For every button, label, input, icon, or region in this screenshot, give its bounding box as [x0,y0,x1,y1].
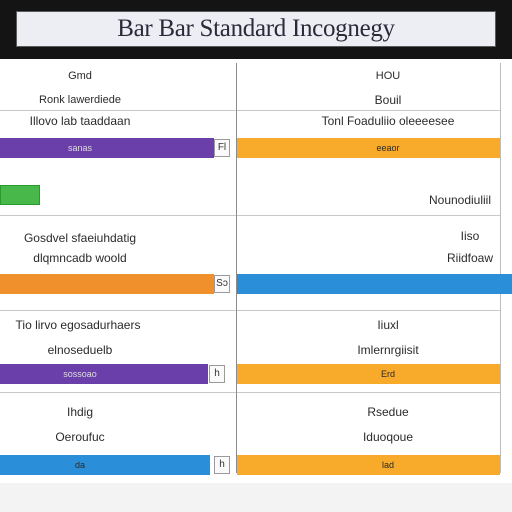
row-divider [0,215,236,216]
left-row3-line1: Tio lirvo egosadurhaers [15,318,141,332]
left-row1-line3: Illovo lab taaddaan [29,114,131,128]
row-divider [0,310,236,311]
right-bar-label: Erd [380,369,396,379]
left-bar-toggle[interactable]: h [214,456,230,474]
left-row3-line2: elnoseduelb [47,343,113,357]
right-bar-label: eeaor [376,143,400,153]
right-row1-line3: Tonl Foaduliio oleeeesee [321,114,455,128]
row-divider [0,110,236,111]
right-row2-line3: Riidfoaw [446,251,494,265]
left-bar-toggle[interactable]: Fl [214,139,230,157]
page-title: Bar Bar Standard Incognegy [16,11,496,47]
left-bar-label: da [74,460,86,470]
left-bar-toggle[interactable]: h [209,365,225,383]
right-row2-line2: Iiso [460,229,480,243]
right-row1-line1: HOU [375,70,401,82]
right-bar-blue [237,274,512,294]
row-divider [237,392,500,393]
right-row3-line1: Iiuxl [377,318,399,332]
left-bar-blue [0,455,210,475]
left-row4-line1: Ihdig [66,405,94,419]
left-row1-line2: Ronk lawerdiede [39,94,121,106]
row-divider [237,110,500,111]
right-row4-line1: Rsedue [367,405,409,419]
right-bar-label: lad [381,460,395,470]
left-row1-line1: Gmd [68,70,92,82]
right-bar-orange-3 [237,455,500,475]
row-divider [237,215,500,216]
right-row1-line2: Bouil [374,93,402,107]
right-row3-line2: Imlernrgiisit [357,343,419,357]
left-row2-line1: Gosdvel sfaeiuhdatig [23,231,137,245]
right-row2-line1: Nounodiuliil [428,193,492,207]
green-status-chip [0,185,40,205]
column-divider [236,63,237,473]
right-bar-orange [237,138,500,158]
left-bar-toggle[interactable]: Sɔ [214,275,230,293]
left-bar-orange [0,274,214,294]
row-divider [237,310,500,311]
left-bar-label: sanas [67,143,93,153]
bottom-margin [0,483,512,512]
left-bar-label: sossoao [63,369,97,379]
right-bar-orange-2 [237,364,500,384]
left-row4-line2: Oeroufuc [55,430,105,444]
comparison-panel [0,59,512,483]
left-bar-purple [0,138,214,158]
window-titlebar: Bar Bar Standard Incognegy [0,0,512,59]
right-row4-line2: Iduoqoue [362,430,414,444]
left-row2-line2: dlqmncadb woold [33,251,127,265]
left-bar-purple-2 [0,364,208,384]
panel-right-border [500,63,501,473]
row-divider [0,392,236,393]
